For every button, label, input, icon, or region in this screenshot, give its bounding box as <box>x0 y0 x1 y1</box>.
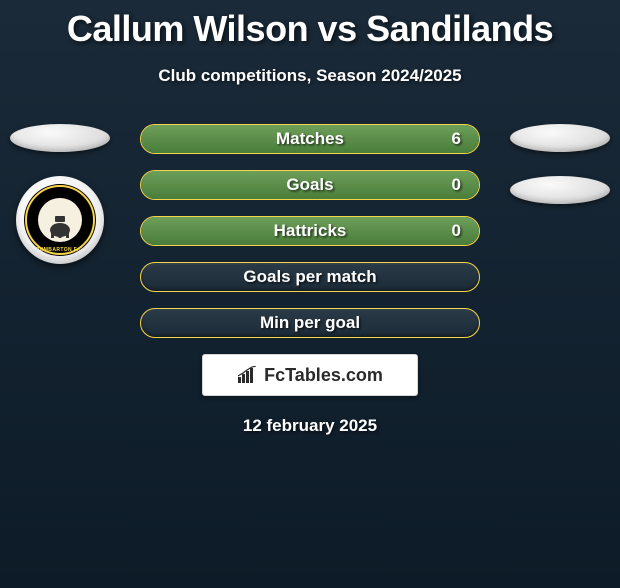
player-photo-placeholder-right-2 <box>510 176 610 204</box>
logo-badge: DUMBARTON F.C. <box>24 184 96 256</box>
player-photo-placeholder-right-1 <box>510 124 610 152</box>
stat-value: 6 <box>452 125 461 153</box>
comparison-subtitle: Club competitions, Season 2024/2025 <box>0 66 620 86</box>
elephant-icon <box>47 216 73 238</box>
stat-label: Goals <box>141 171 479 199</box>
player-photo-placeholder-left <box>10 124 110 152</box>
stat-row: Hattricks0 <box>140 216 480 246</box>
left-player-column: DUMBARTON F.C. <box>10 124 110 264</box>
comparison-title: Callum Wilson vs Sandilands <box>0 8 620 50</box>
bars-icon <box>237 366 259 384</box>
comparison-date: 12 february 2025 <box>0 416 620 436</box>
stat-label: Hattricks <box>141 217 479 245</box>
content-area: DUMBARTON F.C. Matches6Goals0Hattricks0G… <box>0 124 620 338</box>
stat-row: Min per goal <box>140 308 480 338</box>
stat-label: Min per goal <box>141 309 479 337</box>
stat-row: Goals0 <box>140 170 480 200</box>
stat-value: 0 <box>452 171 461 199</box>
stat-label: Matches <box>141 125 479 153</box>
branding-badge[interactable]: FcTables.com <box>202 354 418 396</box>
stats-container: Matches6Goals0Hattricks0Goals per matchM… <box>140 124 480 338</box>
stat-label: Goals per match <box>141 263 479 291</box>
stat-value: 0 <box>452 217 461 245</box>
stat-row: Matches6 <box>140 124 480 154</box>
logo-text: DUMBARTON F.C. <box>24 247 96 253</box>
branding-text: FcTables.com <box>264 365 383 386</box>
team-logo-left: DUMBARTON F.C. <box>16 176 104 264</box>
right-player-column <box>510 124 610 228</box>
stat-row: Goals per match <box>140 262 480 292</box>
